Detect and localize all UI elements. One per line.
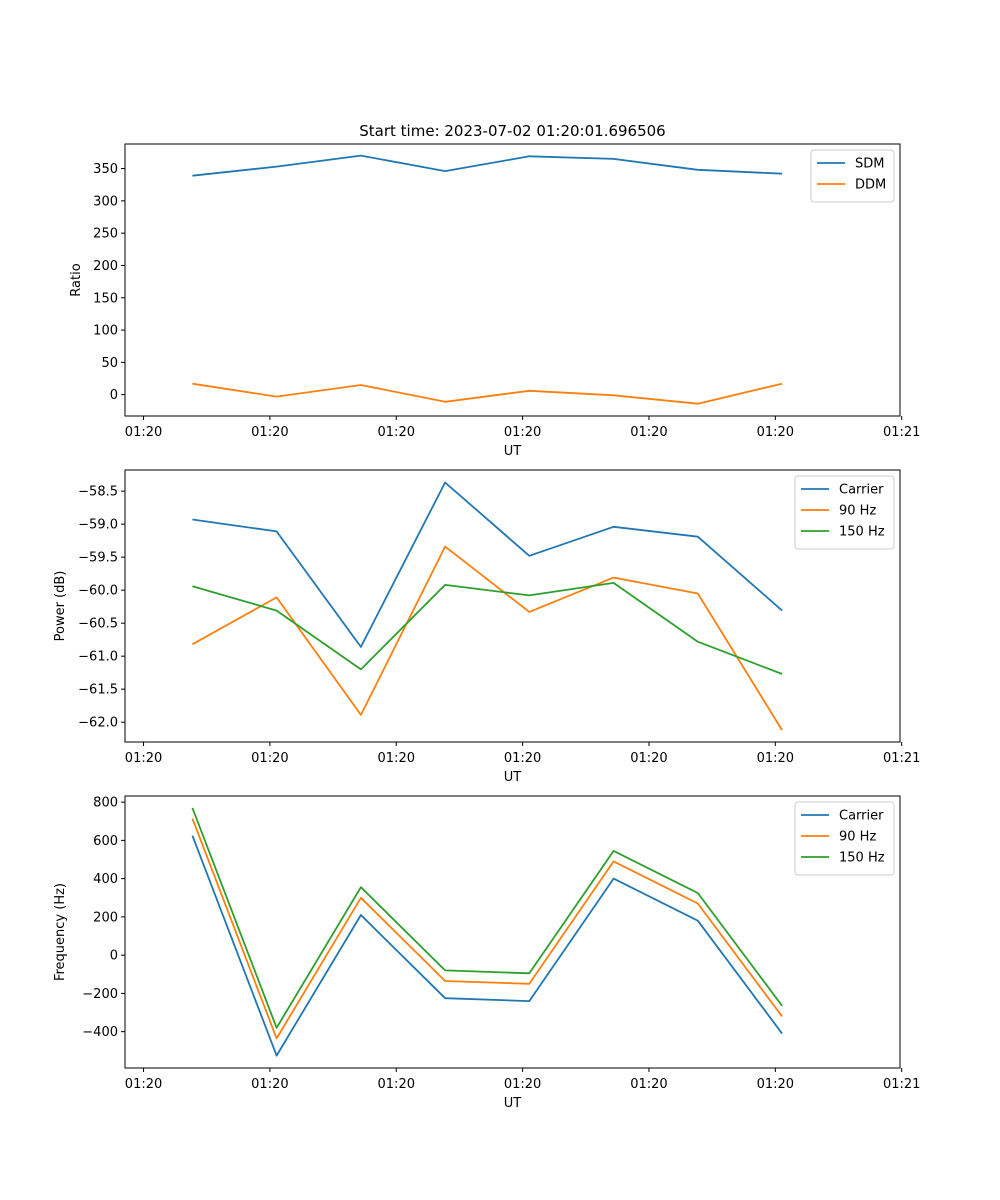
x-tick-label: 01:20 xyxy=(757,425,794,440)
plot-frame xyxy=(124,143,901,417)
panels: 01:20 01:20 01:20 01:20 01:20 01:20 01:21 0 50 10… xyxy=(53,143,920,1111)
y-tick-label: 250 xyxy=(93,227,118,242)
series-line-90-hz xyxy=(191,818,783,1040)
legend-label: 90 Hz xyxy=(839,504,876,519)
legend-label: 150 Hz xyxy=(839,851,885,866)
x-tick-label: 01:20 xyxy=(125,425,162,440)
legend: Carrier 90 Hz 150 Hz xyxy=(794,475,895,550)
series-line-90-hz xyxy=(191,545,783,731)
y-tick-label: −60.0 xyxy=(78,584,118,599)
x-tick-label: 01:20 xyxy=(378,1077,415,1092)
y-axis-label: Power (dB) xyxy=(53,571,68,642)
y-tick-label: 600 xyxy=(93,834,118,849)
legend-label: DDM xyxy=(855,178,886,193)
y-tick-label: 100 xyxy=(93,324,118,339)
y-tick-label: −58.5 xyxy=(78,485,118,500)
figure-title: Start time: 2023-07-02 01:20:01.696506 xyxy=(359,122,665,140)
y-tick-label: −59.5 xyxy=(78,551,118,566)
x-tick-label: 01:20 xyxy=(630,425,667,440)
x-tick-label: 01:20 xyxy=(504,425,541,440)
plot-frame xyxy=(124,795,901,1069)
plot-frame xyxy=(124,469,901,743)
y-tick-label: 200 xyxy=(93,910,118,925)
y-tick-label: 300 xyxy=(93,194,118,209)
y-tick-label: −59.0 xyxy=(78,518,118,533)
x-tick-label: 01:20 xyxy=(630,1077,667,1092)
x-axis-label: UT xyxy=(504,444,522,459)
y-tick-label: 400 xyxy=(93,872,118,887)
legend-label: 150 Hz xyxy=(839,525,885,540)
x-tick-label: 01:20 xyxy=(378,425,415,440)
y-tick-label: 0 xyxy=(110,388,118,403)
panel-3: 01:20 01:20 01:20 01:20 01:20 01:20 01:21 −400 −… xyxy=(53,795,920,1111)
y-tick-label: 350 xyxy=(93,162,118,177)
series-line-150-hz xyxy=(192,582,783,675)
x-tick-label: 01:21 xyxy=(883,1077,920,1092)
x-tick-label: 01:20 xyxy=(757,751,794,766)
series-line-carrier xyxy=(191,835,783,1057)
series-line-150-hz xyxy=(191,807,783,1029)
x-tick-label: 01:21 xyxy=(883,425,920,440)
panel-2: 01:20 01:20 01:20 01:20 01:20 01:20 01:21 −62.0… xyxy=(53,469,920,785)
legend-label: SDM xyxy=(855,157,884,172)
y-tick-label: 0 xyxy=(110,949,118,964)
y-tick-label: 800 xyxy=(93,796,118,811)
x-tick-label: 01:20 xyxy=(630,751,667,766)
y-tick-label: −61.0 xyxy=(78,650,118,665)
x-tick-label: 01:20 xyxy=(125,751,162,766)
legend-label: Carrier xyxy=(839,483,884,498)
legend-label: Carrier xyxy=(839,809,884,824)
y-tick-label: −62.0 xyxy=(78,716,118,731)
x-tick-label: 01:20 xyxy=(251,425,288,440)
x-axis-label: UT xyxy=(504,1096,522,1111)
series-line-ddm xyxy=(192,382,783,405)
y-tick-label: 150 xyxy=(93,291,118,306)
series-line-sdm xyxy=(192,154,783,177)
panel-1: 01:20 01:20 01:20 01:20 01:20 01:20 01:21 0 50 10… xyxy=(69,143,920,459)
x-tick-label: 01:20 xyxy=(504,751,541,766)
y-axis-label: Frequency (Hz) xyxy=(53,883,68,981)
y-tick-label: 200 xyxy=(93,259,118,274)
y-tick-label: −60.5 xyxy=(78,617,118,632)
y-tick-label: −400 xyxy=(82,1025,118,1040)
y-tick-label: −200 xyxy=(82,987,118,1002)
legend: SDM DDM xyxy=(810,149,895,203)
y-axis-label: Ratio xyxy=(69,263,84,296)
x-tick-label: 01:20 xyxy=(251,751,288,766)
y-tick-label: −61.5 xyxy=(78,683,118,698)
y-tick-label: 50 xyxy=(101,356,118,371)
x-tick-label: 01:20 xyxy=(504,1077,541,1092)
legend: Carrier 90 Hz 150 Hz xyxy=(794,801,895,876)
x-axis-label: UT xyxy=(504,770,522,785)
legend-label: 90 Hz xyxy=(839,830,876,845)
x-tick-label: 01:21 xyxy=(883,751,920,766)
x-tick-label: 01:20 xyxy=(378,751,415,766)
x-tick-label: 01:20 xyxy=(125,1077,162,1092)
series-line-carrier xyxy=(192,481,783,648)
x-tick-label: 01:20 xyxy=(251,1077,288,1092)
x-tick-label: 01:20 xyxy=(757,1077,794,1092)
